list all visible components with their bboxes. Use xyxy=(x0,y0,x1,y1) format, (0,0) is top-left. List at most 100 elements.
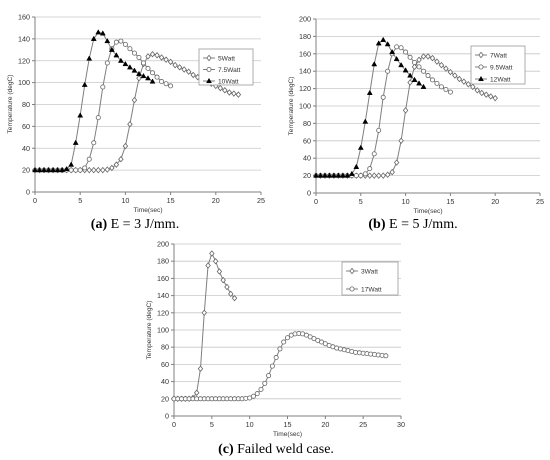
data-point xyxy=(380,94,386,100)
legend: 7Watt 9.5Watt 12Watt xyxy=(470,45,526,85)
data-point xyxy=(95,115,101,121)
data-point xyxy=(438,84,444,90)
data-point xyxy=(317,172,324,178)
x-tick-label: 25 xyxy=(536,197,544,206)
chart-panel-c: 0 20 40 60 80 100 120 140 160 180 200 0 5 10 15 20 25 30 T… xyxy=(146,240,405,458)
data-point xyxy=(366,89,373,95)
y-tick-label: 40 xyxy=(22,144,30,153)
data-point xyxy=(420,83,427,89)
data-point xyxy=(167,58,174,66)
data-point xyxy=(339,172,346,178)
data-point xyxy=(154,74,160,80)
data-point xyxy=(389,168,395,176)
caption-label: (a) xyxy=(91,217,108,232)
data-point xyxy=(375,172,382,179)
data-point xyxy=(217,84,224,92)
data-point xyxy=(434,80,440,86)
data-point xyxy=(136,70,142,76)
legend-label: 5Watt xyxy=(218,55,235,62)
data-point xyxy=(326,172,333,178)
data-point xyxy=(150,70,156,76)
caption-text: E = 5 J/mm. xyxy=(386,217,458,232)
data-point xyxy=(172,61,178,69)
data-point xyxy=(371,151,377,157)
x-tick-label: 0 xyxy=(314,197,318,206)
data-point xyxy=(212,257,219,265)
data-point xyxy=(384,171,391,178)
x-tick-label: 0 xyxy=(172,420,176,429)
data-point xyxy=(416,80,422,86)
data-point xyxy=(113,52,120,58)
y-tick-label: 20 xyxy=(161,394,169,403)
data-point xyxy=(470,83,476,91)
data-point xyxy=(149,78,156,84)
data-point xyxy=(90,35,97,41)
data-point xyxy=(398,137,404,145)
data-point xyxy=(416,64,422,70)
data-point xyxy=(41,167,47,173)
legend-marker xyxy=(478,64,484,70)
data-point xyxy=(402,107,409,114)
legend-marker xyxy=(206,67,212,73)
x-tick-label: 20 xyxy=(491,197,499,206)
data-point xyxy=(190,71,196,79)
data-point xyxy=(407,72,414,78)
data-point xyxy=(158,54,165,61)
data-point xyxy=(375,40,382,46)
data-point xyxy=(383,353,389,359)
series-10Watt xyxy=(32,29,156,173)
y-tick-label: 80 xyxy=(303,119,311,128)
data-point xyxy=(100,84,106,90)
y-tick-label: 100 xyxy=(157,326,169,335)
data-point xyxy=(416,56,422,64)
legend-marker xyxy=(349,286,355,292)
data-point xyxy=(163,81,169,87)
data-point xyxy=(313,172,319,178)
data-point xyxy=(429,54,436,62)
data-point xyxy=(104,166,111,173)
data-point xyxy=(492,94,498,102)
data-point xyxy=(273,355,279,361)
data-point xyxy=(235,91,242,98)
x-tick-label: 20 xyxy=(321,420,329,429)
y-tick-label: 80 xyxy=(161,343,169,352)
data-point xyxy=(421,68,427,74)
data-point xyxy=(465,81,472,88)
series-7.5Watt xyxy=(32,38,174,173)
data-point xyxy=(443,65,449,72)
data-point xyxy=(398,62,405,68)
data-point xyxy=(159,79,165,85)
data-point xyxy=(145,65,151,71)
data-point xyxy=(262,380,268,386)
data-point xyxy=(362,171,368,177)
legend-label: 12Watt xyxy=(490,76,511,83)
data-point xyxy=(140,72,147,79)
data-point xyxy=(118,38,124,44)
data-point xyxy=(398,45,404,51)
data-point xyxy=(45,167,52,173)
series-17Watt xyxy=(171,330,389,402)
x-tick-label: 5 xyxy=(210,420,214,429)
data-point xyxy=(434,58,440,65)
panel-caption: (b) E = 5 J/mm. xyxy=(368,217,457,232)
legend: 3Watt 17Watt xyxy=(341,261,399,296)
data-point xyxy=(411,63,418,71)
data-point xyxy=(330,172,337,178)
data-point xyxy=(403,49,409,55)
y-tick-label: 140 xyxy=(18,34,30,43)
series-7Watt xyxy=(313,53,498,179)
data-point xyxy=(131,50,137,56)
data-point xyxy=(429,77,435,83)
data-point xyxy=(126,64,133,70)
legend-label: 3Watt xyxy=(361,268,378,275)
y-tick-label: 200 xyxy=(157,240,169,249)
y-axis-title: Temperature (degC) xyxy=(146,300,153,359)
data-point xyxy=(358,173,364,179)
data-point xyxy=(209,250,215,257)
data-point xyxy=(154,52,160,59)
data-point xyxy=(425,53,431,60)
data-point xyxy=(335,172,342,178)
data-point xyxy=(447,89,453,95)
data-point xyxy=(91,140,97,146)
x-axis-title: Time(sec) xyxy=(273,431,302,438)
